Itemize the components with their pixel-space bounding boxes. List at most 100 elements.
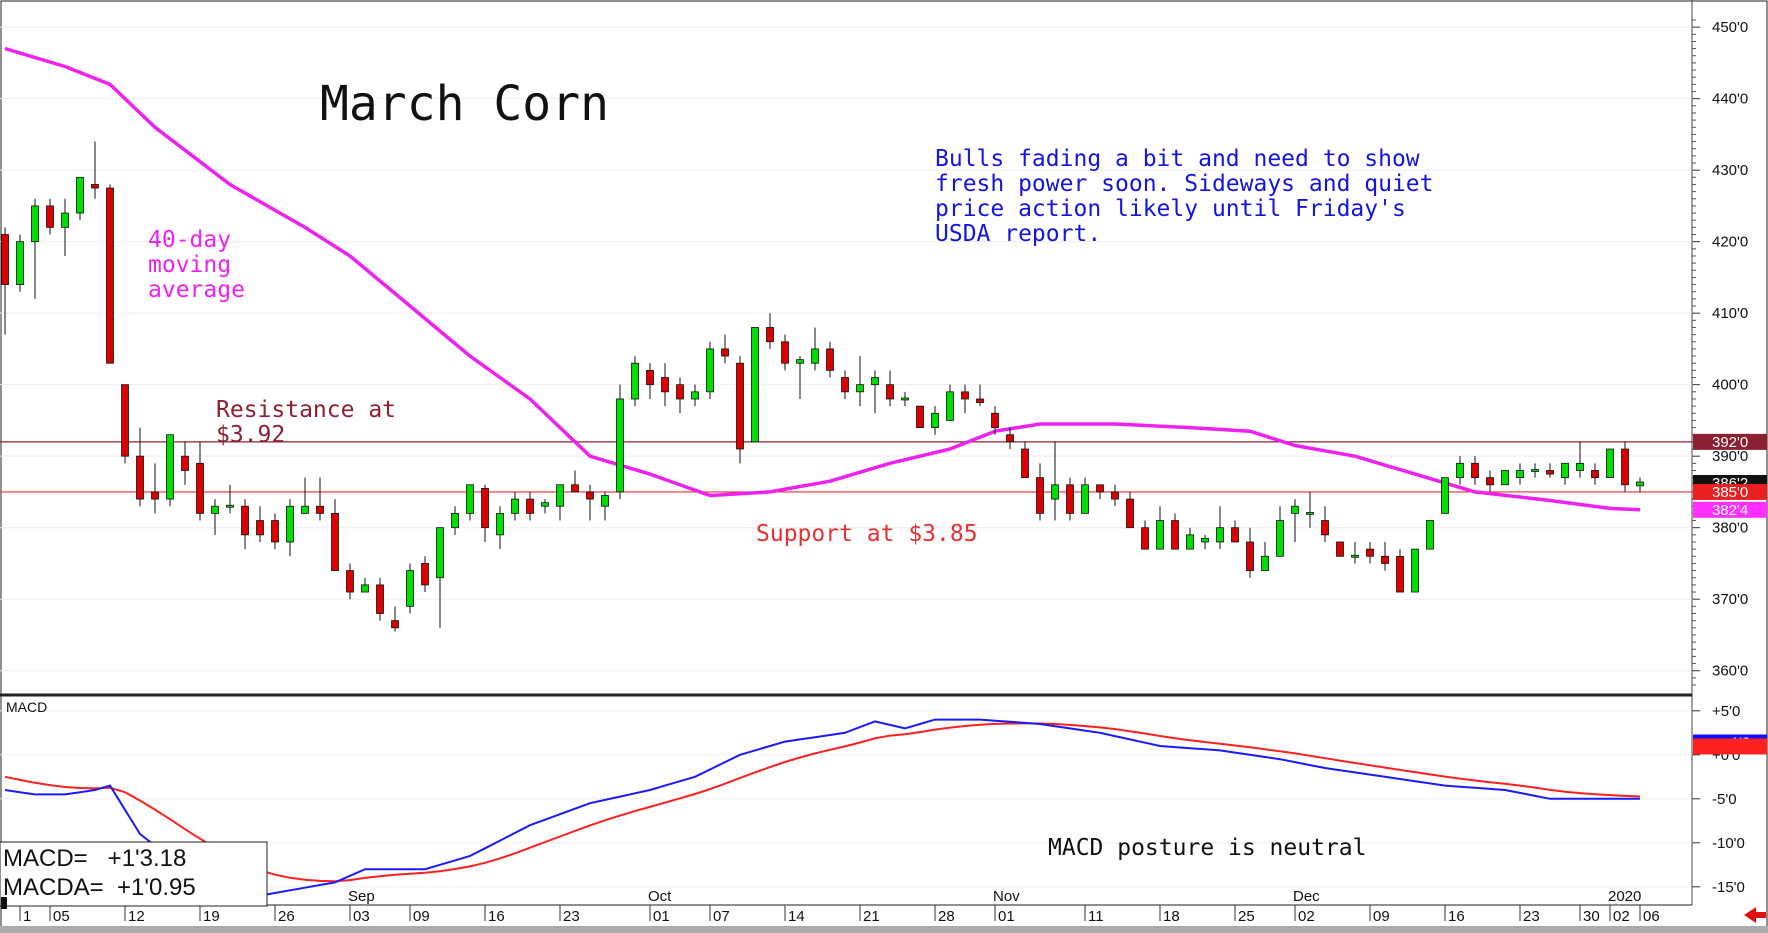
- candle: [1516, 463, 1524, 485]
- candle-body-down: [196, 462, 204, 514]
- candle: [1606, 448, 1614, 479]
- macd-readout-box: [0, 841, 268, 907]
- candle-body-down: [736, 362, 744, 450]
- date-tick-label: 28: [938, 908, 955, 925]
- candle: [811, 327, 819, 371]
- candle-body-up: [16, 241, 24, 285]
- macd-series: [4, 718, 1641, 897]
- moving-average-layer: [4, 46, 1641, 512]
- scroll-left-arrow-icon[interactable]: [1744, 907, 1766, 923]
- candle-body-up: [1426, 520, 1434, 550]
- macd-tick-label: -15'0: [1712, 879, 1745, 896]
- candle: [436, 527, 444, 628]
- date-tick-label: 18: [1163, 908, 1180, 925]
- candle-body-down: [91, 184, 99, 189]
- candle: [991, 406, 999, 435]
- candle-body-up: [226, 504, 234, 508]
- candle-body-up: [796, 359, 804, 364]
- candle-body-down: [181, 455, 189, 471]
- candle-body-up: [856, 384, 864, 393]
- candle-body-down: [826, 348, 834, 371]
- candle-body-down: [271, 520, 279, 543]
- candle-body-down: [571, 484, 579, 493]
- candle: [271, 513, 279, 550]
- date-tick-label: 30: [1583, 908, 1600, 925]
- candle: [1156, 506, 1164, 550]
- candle-body-down: [106, 187, 114, 364]
- month-label: Sep: [348, 888, 375, 905]
- candle-body-up: [946, 391, 954, 421]
- candle-body-up: [706, 348, 714, 393]
- candle: [1501, 470, 1509, 486]
- candle: [496, 506, 504, 550]
- candle: [571, 470, 579, 493]
- candle-body-down: [886, 384, 894, 400]
- annotation-line: Bulls fading a bit and need to show: [935, 146, 1420, 172]
- candle-body-up: [286, 505, 294, 543]
- candle: [301, 477, 309, 514]
- candle: [1096, 484, 1104, 500]
- chart-title: March Corn: [320, 76, 609, 132]
- candle-body-up: [1081, 484, 1089, 514]
- date-tick-label: 16: [488, 908, 505, 925]
- price-tick-label: 440'0: [1712, 91, 1748, 108]
- macd-pane-label: MACD: [6, 699, 47, 715]
- candle: [16, 234, 24, 292]
- date-tick-label: 25: [1238, 908, 1255, 925]
- candle: [1561, 462, 1569, 485]
- candle-body-up: [616, 398, 624, 493]
- date-tick-label: 14: [788, 908, 805, 925]
- candle: [376, 577, 384, 621]
- candle-body-up: [1186, 534, 1194, 550]
- candle-body-up: [1351, 554, 1359, 558]
- candle: [1216, 506, 1224, 550]
- candle: [1066, 477, 1074, 521]
- date-tick-label: 23: [563, 908, 580, 925]
- candle: [421, 556, 429, 593]
- candle: [226, 484, 234, 514]
- candle: [211, 499, 219, 535]
- candle: [76, 176, 84, 221]
- candle-body-up: [1531, 469, 1539, 472]
- candle: [286, 499, 294, 557]
- candle-body-down: [1036, 477, 1044, 514]
- candle-body-down: [316, 505, 324, 514]
- date-tick-label: 26: [278, 908, 295, 925]
- candle-body-down: [1, 234, 9, 285]
- candle-body-down: [961, 391, 969, 400]
- candlestick-series: [1, 141, 1644, 632]
- candle: [346, 563, 354, 600]
- candle-body-down: [646, 369, 654, 386]
- candle-body-down: [346, 570, 354, 593]
- candle-body-down: [1621, 448, 1629, 486]
- date-tick-label: 16: [1448, 908, 1465, 925]
- price-tag: [1693, 483, 1767, 500]
- candle-body-down: [1396, 555, 1404, 593]
- candle: [46, 198, 54, 235]
- candle: [1051, 441, 1059, 521]
- candle-body-up: [556, 484, 564, 507]
- candle: [676, 377, 684, 414]
- candle: [1081, 477, 1089, 514]
- candle: [1411, 548, 1419, 593]
- candle-body-down: [1366, 548, 1374, 557]
- candle-body-up: [751, 327, 759, 443]
- price-tick-label: 430'0: [1712, 162, 1748, 179]
- bottom-scrollbar[interactable]: [0, 926, 1768, 933]
- annotation-line: $3.92: [216, 422, 285, 448]
- candle: [1231, 520, 1239, 543]
- candle-body-up: [301, 505, 309, 514]
- support-label: Support at $3.85: [756, 521, 978, 547]
- date-tick-label: 06: [1643, 908, 1660, 925]
- candle: [736, 356, 744, 464]
- candle-body-down: [421, 563, 429, 586]
- candle: [526, 491, 534, 521]
- candle: [316, 477, 324, 521]
- date-tick-label: 09: [1373, 908, 1390, 925]
- candle-body-down: [766, 327, 774, 343]
- candle: [871, 370, 879, 414]
- candle-body-down: [991, 412, 999, 428]
- date-tick-label: 01: [998, 908, 1015, 925]
- candle-body-up: [1636, 481, 1644, 487]
- date-tick-label: 12: [128, 908, 145, 925]
